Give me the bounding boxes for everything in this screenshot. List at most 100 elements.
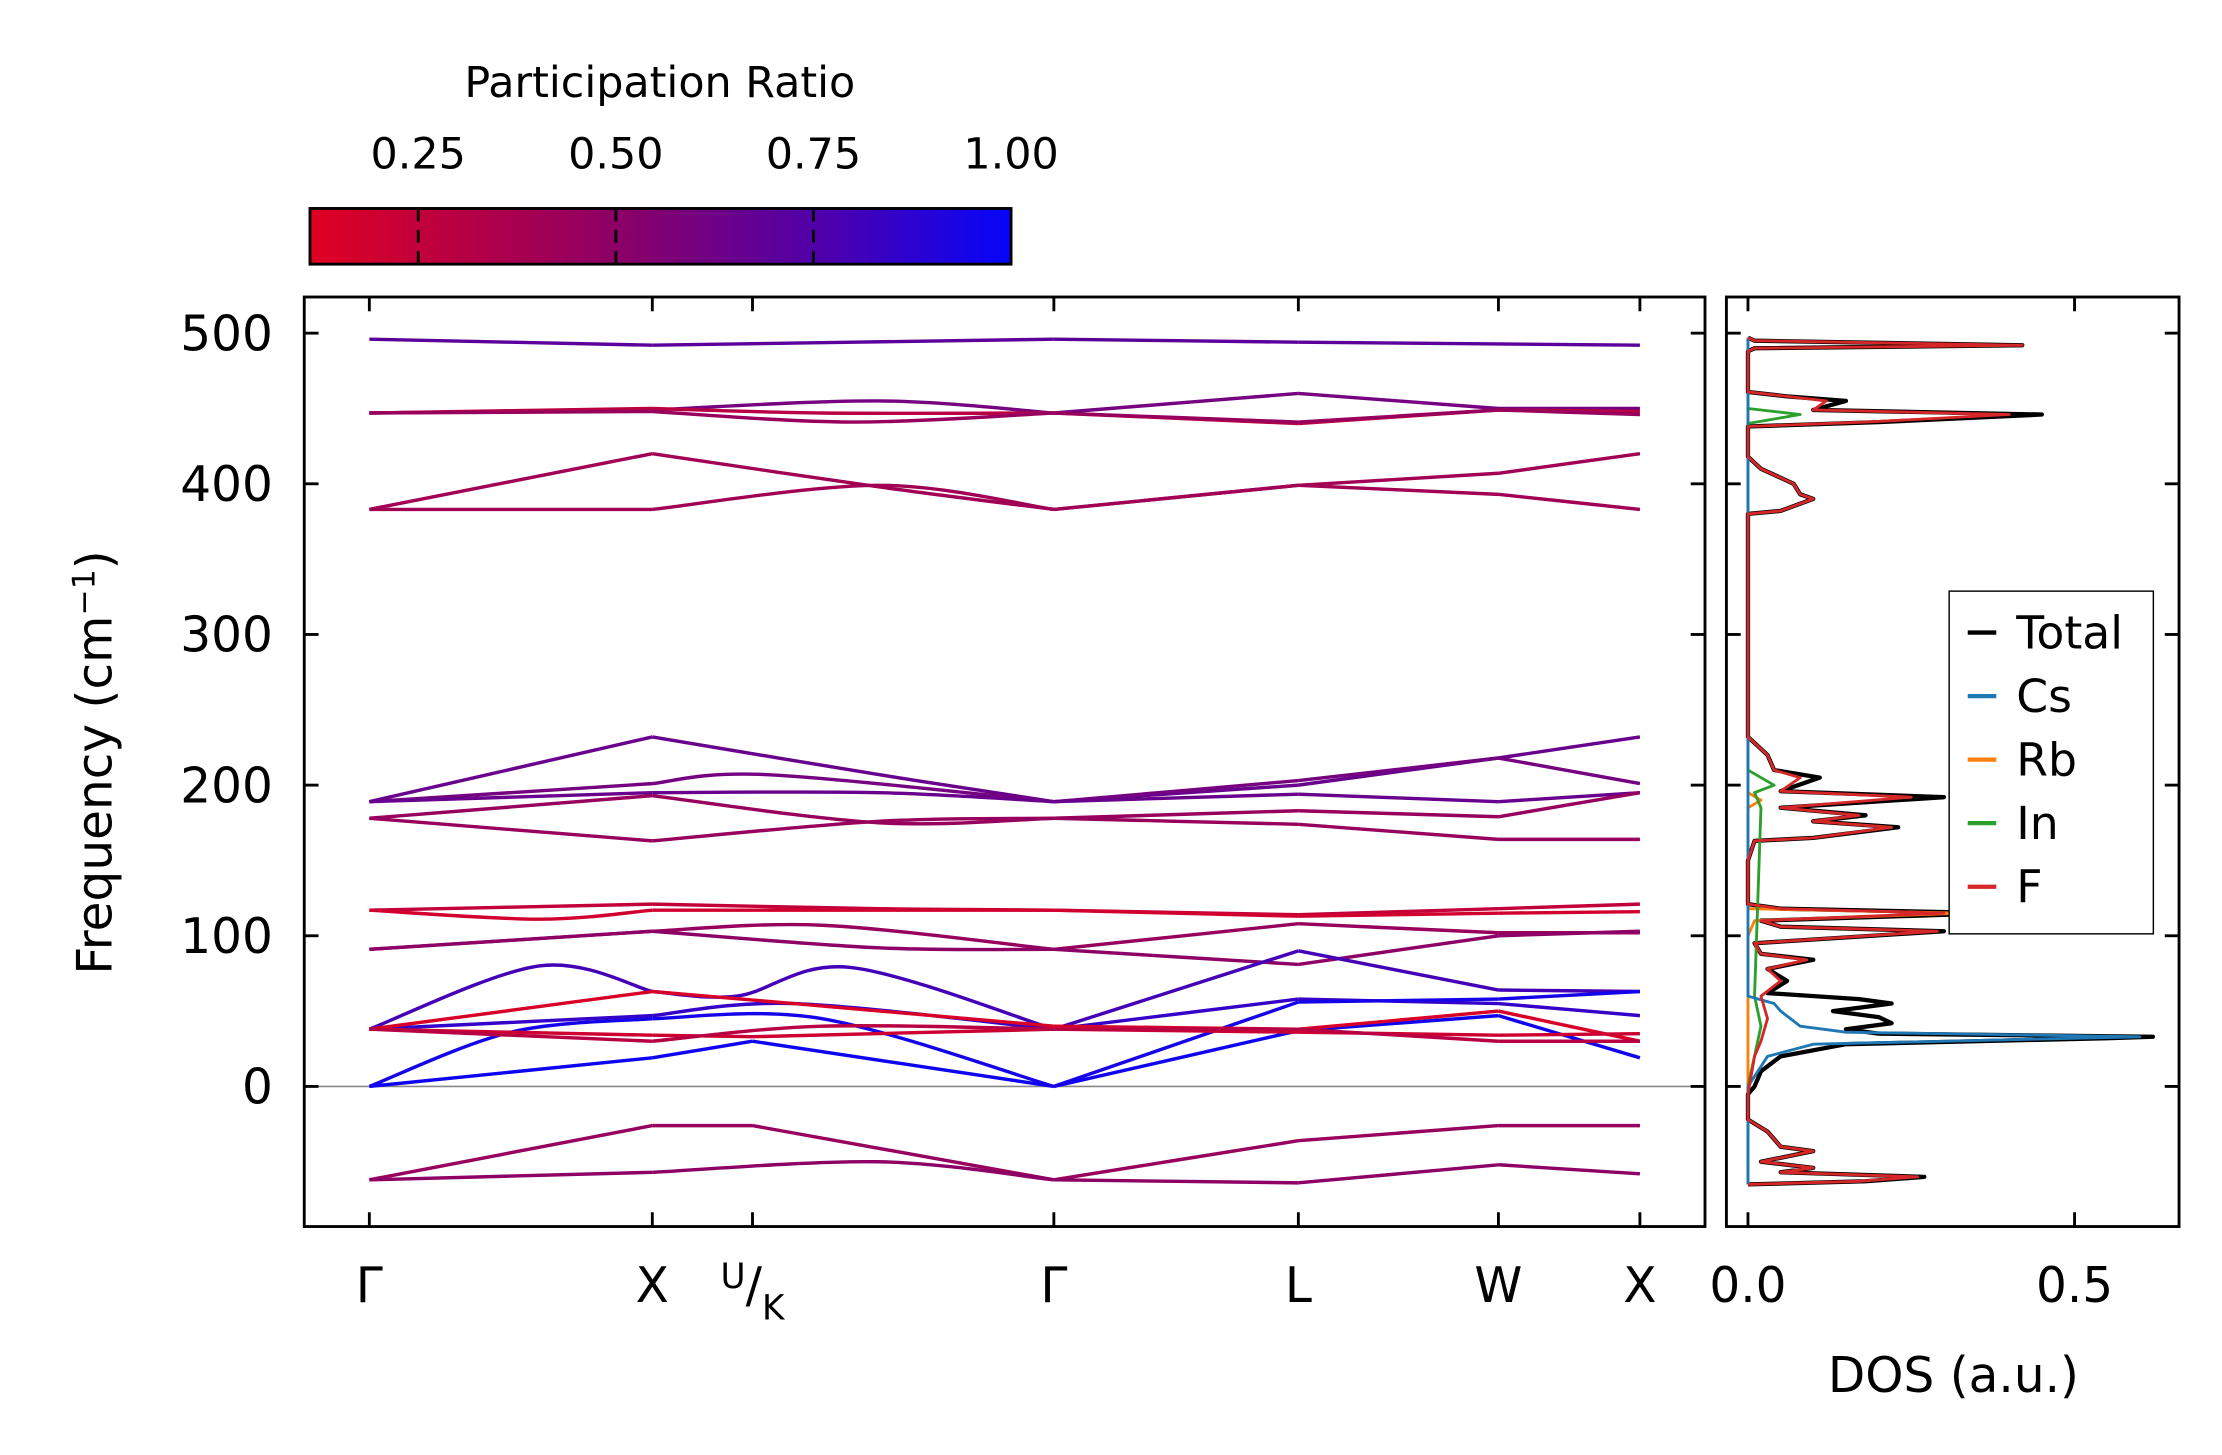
dos-x-tick-label: 0.5 <box>2036 1258 2113 1314</box>
phonon-band <box>368 963 653 1031</box>
phonon-band <box>1498 909 1640 915</box>
colorbar-tick-label: 0.75 <box>766 129 861 179</box>
phonon-band <box>369 451 653 512</box>
phonon-band <box>1053 411 1299 424</box>
phonon-band <box>1498 929 1640 938</box>
phonon-band <box>1053 1178 1299 1185</box>
phonon-band <box>368 735 653 804</box>
phonon-band <box>369 902 653 912</box>
phonon-band <box>652 989 1055 1028</box>
y-tick-label: 100 <box>180 909 273 965</box>
band-axes: 0 100 200 300 400 500 Γ X U/K Γ L W X <box>180 296 1705 1328</box>
phonon-band <box>1498 989 1641 1001</box>
dos-x-axis-label: DOS (a.u.) <box>1828 1348 2079 1404</box>
phonon-band <box>652 790 1054 804</box>
legend-label-f: F <box>2016 860 2042 913</box>
phonon-band <box>752 1123 1055 1182</box>
phonon-band <box>1053 391 1299 415</box>
phonon-band <box>369 409 653 415</box>
phonon-band <box>1298 1163 1499 1185</box>
phonon-band <box>369 1056 653 1089</box>
k-point-label: Γ <box>1040 1258 1067 1314</box>
phonon-band <box>1498 451 1641 475</box>
colorbar-tick-label: 0.25 <box>371 129 466 179</box>
phonon-band <box>369 337 653 347</box>
phonon-band <box>1298 391 1499 411</box>
phonon-band <box>1298 408 1499 424</box>
k-point-label: X <box>1623 1258 1656 1314</box>
phonon-band <box>1298 949 1499 992</box>
phonon-band <box>652 1011 1055 1089</box>
legend-label-in: In <box>2016 797 2058 850</box>
y-tick-label: 500 <box>180 306 273 362</box>
phonon-band <box>1298 1123 1499 1143</box>
k-point-label: L <box>1285 1258 1312 1314</box>
phonon-band <box>652 409 1054 424</box>
phonon-band <box>1298 471 1499 488</box>
dos-x-tick-label: 0.0 <box>1709 1258 1786 1314</box>
phonon-band <box>369 816 653 843</box>
phonon-band <box>1298 934 1499 967</box>
phonon-band <box>369 989 653 1031</box>
legend-label-total: Total <box>2015 606 2123 659</box>
y-tick-label: 400 <box>180 457 273 513</box>
phonon-band <box>652 735 1055 804</box>
phonon-band <box>1053 908 1299 918</box>
phonon-band <box>652 1023 1054 1043</box>
colorbar-ticks: 0.25 0.50 0.75 1.00 <box>371 129 1059 265</box>
phonon-band <box>1053 816 1299 827</box>
phonon-band <box>1053 337 1299 344</box>
k-point-label: Γ <box>356 1258 383 1314</box>
phonon-band <box>369 1027 653 1043</box>
legend-box <box>1948 590 2155 935</box>
y-tick-label: 200 <box>180 758 273 814</box>
phonon-band <box>652 337 1054 347</box>
phonon-band <box>1053 1138 1299 1182</box>
phonon-band <box>1053 947 1299 967</box>
dos-plot-frame <box>1724 295 2181 1228</box>
phonon-band <box>1497 1013 1641 1060</box>
phonon-band <box>1053 922 1299 952</box>
phonon-band <box>1053 1029 1299 1089</box>
phonon-band <box>1298 922 1499 935</box>
phonon-band <box>1053 483 1299 512</box>
phonon-band <box>1298 1009 1499 1031</box>
phonon-band <box>1053 792 1299 804</box>
phonon-band <box>1298 1013 1499 1033</box>
phonon-band <box>1053 1000 1299 1089</box>
phonon-band <box>652 406 1054 416</box>
phonon-band <box>1298 792 1499 804</box>
k-point-label: X <box>636 1258 669 1314</box>
k-point-label: U/K <box>721 1257 786 1328</box>
colorbar-tick-label: 0.50 <box>568 129 663 179</box>
phonon-band <box>1498 1001 1641 1018</box>
phonon-band <box>369 1170 653 1182</box>
phonon-band <box>1053 949 1299 1031</box>
legend-label-rb: Rb <box>2016 733 2077 786</box>
phonon-band <box>1498 1163 1641 1176</box>
dos-curve-in <box>1746 337 1802 1185</box>
phonon-band <box>652 929 1054 952</box>
phonon-band <box>1498 735 1641 760</box>
phonon-band <box>369 1123 653 1182</box>
colorbar <box>308 207 1013 266</box>
dos-legend: Total Cs Rb In F <box>1948 590 2155 935</box>
phonon-band <box>1498 408 1640 417</box>
phonon-band <box>752 1039 1055 1089</box>
phonon-band <box>1498 902 1640 911</box>
phonon-band <box>1298 756 1499 783</box>
dos-curve-f <box>1746 336 2024 1186</box>
phonon-band <box>652 1159 1055 1182</box>
phonon-band <box>1498 492 1641 512</box>
phonon-band <box>1498 1009 1641 1043</box>
phonon-band <box>752 1027 1054 1039</box>
colorbar-title: Participation Ratio <box>464 58 855 108</box>
phonon-band <box>1298 483 1499 497</box>
phonon-band <box>1298 906 1499 917</box>
phonon-band <box>1498 756 1641 786</box>
y-axis-label: Frequency (cm−1) <box>66 550 123 974</box>
phonon-band <box>1053 809 1299 820</box>
y-tick-label: 300 <box>180 608 273 664</box>
dos-lines <box>1745 335 2156 1187</box>
